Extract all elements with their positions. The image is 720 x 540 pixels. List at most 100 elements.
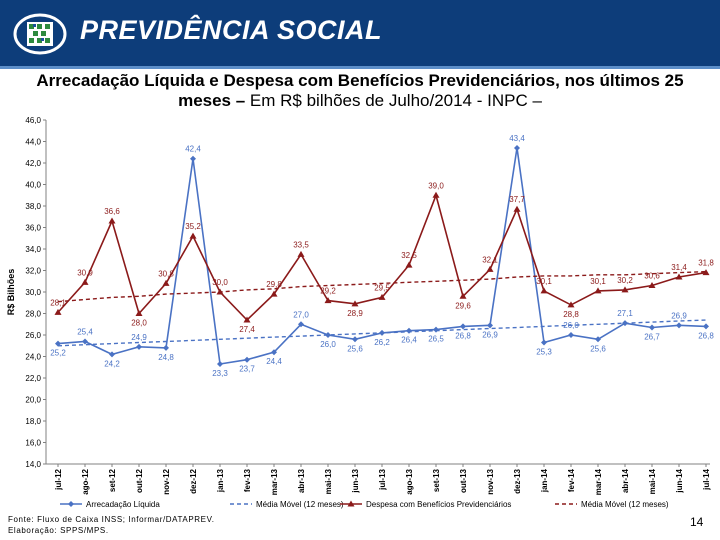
moving-average-line — [57, 270, 707, 303]
y-tick-label: 14,0 — [25, 460, 41, 469]
y-tick-label: 46,0 — [25, 116, 41, 125]
y-tick-label: 32,0 — [25, 267, 41, 276]
legend-label: Arrecadação Líquida — [86, 500, 160, 509]
expense-data-label: 30,2 — [617, 276, 633, 285]
expense-point — [648, 282, 656, 289]
revenue-point — [298, 321, 304, 328]
header-banner — [0, 0, 720, 68]
expense-data-label: 39,0 — [428, 181, 444, 190]
x-tick-label: set-13 — [432, 468, 441, 492]
revenue-data-label: 26,2 — [374, 338, 390, 347]
revenue-data-label: 43,4 — [509, 134, 525, 143]
revenue-data-label: 42,4 — [185, 145, 201, 154]
revenue-point — [676, 322, 682, 329]
revenue-data-label: 26,4 — [401, 336, 417, 345]
chart-title: Arrecadação Líquida e Despesa com Benefí… — [20, 71, 700, 111]
expense-data-label: 30,6 — [644, 272, 660, 281]
footer-notes: Fonte: Fluxo de Caixa INSS; Informar/DAT… — [8, 514, 215, 536]
revenue-point — [460, 323, 466, 330]
y-tick-label: 26,0 — [25, 331, 41, 340]
revenue-point — [82, 338, 88, 345]
chart-title-unit: Em R$ bilhões de Julho/2014 - INPC – — [245, 91, 542, 110]
expense-point — [54, 308, 62, 315]
expense-data-label: 31,8 — [698, 259, 714, 268]
x-tick-label: nov-12 — [162, 468, 171, 494]
x-tick-label: jun-14 — [675, 468, 684, 493]
expense-data-label: 30,8 — [158, 269, 174, 278]
revenue-data-label: 26,5 — [428, 335, 444, 344]
x-tick-label: ago-12 — [81, 468, 90, 494]
expense-point — [270, 290, 278, 297]
x-tick-label: abr-13 — [297, 468, 306, 493]
y-tick-label: 36,0 — [25, 224, 41, 233]
revenue-data-label: 26,0 — [320, 340, 336, 349]
revenue-data-label: 25,3 — [536, 348, 552, 357]
revenue-data-label: 25,6 — [590, 344, 606, 353]
revenue-point — [55, 340, 61, 347]
revenue-point — [568, 332, 574, 338]
expense-data-label: 28,9 — [347, 309, 363, 318]
revenue-data-label: 26,7 — [644, 332, 660, 341]
expense-point — [459, 292, 467, 299]
legend-label: Média Móvel (12 meses) — [256, 500, 344, 509]
revenue-point — [703, 323, 709, 330]
revenue-point — [595, 336, 601, 343]
legend-marker — [68, 501, 74, 507]
revenue-point — [217, 361, 223, 368]
expense-data-label: 29,8 — [266, 280, 282, 289]
expense-point — [81, 278, 89, 285]
revenue-point — [406, 327, 412, 334]
expense-point — [189, 232, 197, 239]
revenue-data-label: 25,4 — [77, 327, 93, 336]
revenue-data-label: 27,0 — [293, 310, 309, 319]
x-tick-label: dez-13 — [513, 468, 522, 493]
x-tick-label: jul-13 — [378, 468, 387, 490]
y-tick-label: 18,0 — [25, 417, 41, 426]
revenue-data-label: 26,8 — [698, 331, 714, 340]
header-stripe — [0, 66, 720, 69]
expense-data-label: 30,0 — [212, 278, 228, 287]
footer-elaboration: Elaboração: SPPS/MPS. — [8, 526, 109, 535]
revenue-point — [379, 329, 385, 336]
x-tick-label: mar-13 — [270, 468, 279, 495]
expense-data-label: 29,2 — [320, 287, 336, 296]
y-tick-label: 40,0 — [25, 181, 41, 190]
expense-point — [405, 261, 413, 268]
y-tick-label: 28,0 — [25, 310, 41, 319]
revenue-data-label: 26,8 — [455, 331, 471, 340]
expense-data-label: 30,9 — [77, 268, 93, 277]
expense-point — [108, 217, 116, 224]
expense-point — [378, 293, 386, 300]
expense-point — [135, 310, 143, 316]
expense-data-label: 27,4 — [239, 325, 255, 334]
x-tick-label: jul-14 — [702, 468, 711, 490]
x-tick-label: abr-14 — [621, 468, 630, 493]
revenue-point — [487, 322, 493, 329]
revenue-point — [541, 339, 547, 346]
revenue-point — [163, 344, 169, 351]
expense-point — [594, 287, 602, 294]
x-tick-label: mai-13 — [324, 468, 333, 494]
y-tick-label: 38,0 — [25, 202, 41, 211]
revenue-data-label: 23,7 — [239, 365, 255, 374]
x-tick-label: nov-13 — [486, 468, 495, 494]
expense-point — [162, 279, 170, 286]
legend-marker — [347, 500, 355, 507]
revenue-data-label: 24,4 — [266, 357, 282, 366]
y-tick-label: 24,0 — [25, 353, 41, 362]
x-tick-label: jan-14 — [540, 468, 549, 493]
expense-point — [324, 297, 332, 304]
revenue-data-label: 23,3 — [212, 369, 228, 378]
page-number: 14 — [690, 515, 704, 529]
revenue-data-label: 24,9 — [131, 333, 147, 342]
expense-point — [432, 191, 440, 198]
x-tick-label: jan-13 — [216, 468, 225, 493]
chart-title-main: Arrecadação Líquida e Despesa com Benefí… — [36, 71, 684, 110]
expense-data-label: 28,0 — [131, 319, 147, 328]
x-tick-label: set-12 — [108, 468, 117, 492]
y-tick-label: 30,0 — [25, 288, 41, 297]
revenue-point — [352, 336, 358, 343]
x-tick-label: jun-13 — [351, 468, 360, 493]
expense-data-label: 31,4 — [671, 263, 687, 272]
revenue-data-label: 25,2 — [50, 349, 66, 358]
